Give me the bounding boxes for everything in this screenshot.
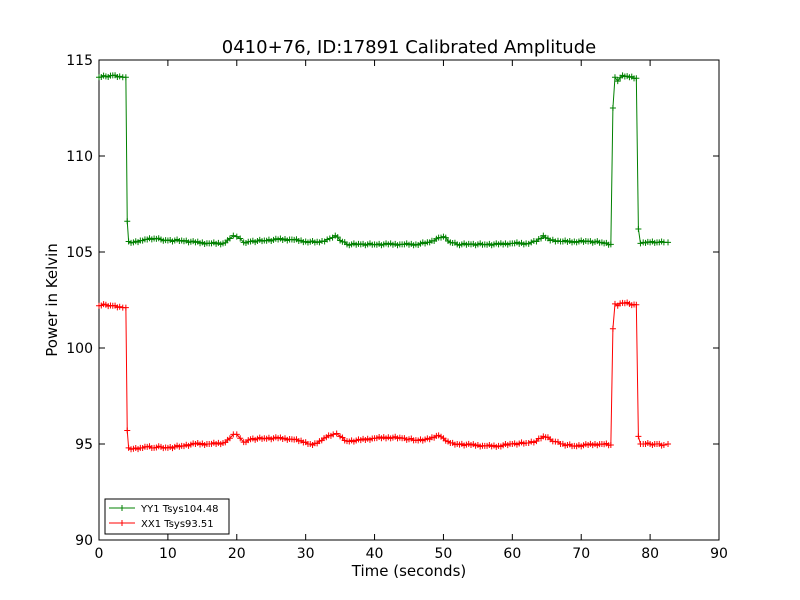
data-point-marker (530, 439, 537, 446)
series-1 (96, 72, 672, 249)
y-tick-label: 100 (66, 341, 93, 357)
data-point-marker (116, 73, 123, 80)
x-tick-label: 30 (297, 546, 315, 562)
data-point-marker (330, 431, 337, 438)
data-point-marker (226, 235, 233, 242)
x-axis: 0 10 20 30 40 50 60 70 80 90 (95, 60, 728, 562)
data-point-marker (660, 441, 667, 448)
x-tick-label: 0 (95, 546, 104, 562)
data-point-marker (339, 434, 346, 441)
data-point-marker (528, 438, 535, 445)
y-tick-label: 105 (66, 245, 93, 261)
legend: YY1 Tsys104.48 XX1 Tsys93.51 (104, 498, 230, 535)
x-axis-title: Time (seconds) (351, 562, 467, 580)
data-point-marker (116, 303, 123, 310)
data-point-marker (334, 234, 341, 241)
legend-marker (119, 505, 125, 511)
x-tick-label: 80 (641, 546, 659, 562)
data-point-marker (665, 239, 672, 246)
y-tick-label: 110 (66, 149, 93, 165)
x-tick-label: 50 (435, 546, 453, 562)
data-point-marker (665, 441, 672, 447)
x-tick-label: 70 (572, 546, 590, 562)
data-point-marker (607, 441, 614, 448)
data-point-marker (607, 241, 614, 248)
data-point-marker (324, 236, 331, 243)
data-point-marker (122, 304, 129, 311)
data-point-marker (525, 440, 532, 447)
data-point-marker (609, 105, 616, 111)
x-tick-label: 10 (159, 546, 177, 562)
data-point-marker (230, 232, 237, 239)
data-point-marker (226, 435, 233, 442)
data-point-marker (637, 240, 644, 247)
data-point-marker (316, 239, 323, 246)
y-tick-label: 95 (75, 437, 93, 453)
data-point-marker (528, 239, 535, 246)
data-point-marker (233, 431, 240, 438)
data-point-marker (614, 78, 621, 85)
data-point-marker (554, 237, 561, 244)
x-tick-label: 60 (503, 546, 521, 562)
data-point-marker (635, 225, 642, 232)
legend-label: YY1 Tsys104.48 (140, 504, 219, 515)
series-layer (96, 72, 672, 453)
data-point-marker (633, 75, 640, 82)
data-point-marker (333, 430, 340, 437)
data-point-marker (633, 301, 640, 308)
chart-title: 0410+76, ID:17891 Calibrated Amplitude (222, 37, 596, 58)
data-point-marker (525, 240, 532, 247)
legend-marker (119, 520, 125, 526)
data-point-marker (611, 74, 618, 81)
data-point-marker (552, 238, 559, 245)
data-point-marker (326, 235, 333, 242)
x-tick-label: 90 (710, 546, 728, 562)
x-tick-label: 20 (228, 546, 246, 562)
data-point-marker (124, 427, 131, 434)
y-tick-label: 90 (75, 533, 93, 549)
data-point-marker (237, 235, 244, 242)
y-axis: 90 95 100 105 110 115 (66, 53, 719, 549)
x-tick-label: 40 (366, 546, 384, 562)
data-point-marker (122, 74, 129, 81)
data-point-marker (124, 218, 131, 225)
data-point-marker (635, 433, 642, 440)
data-point-marker (442, 234, 449, 241)
data-point-marker (233, 233, 240, 240)
y-axis-title: Power in Kelvin (43, 243, 61, 357)
series-2 (96, 299, 672, 453)
data-point-marker (547, 237, 554, 244)
legend-box (104, 498, 230, 535)
y-tick-label: 115 (66, 53, 93, 69)
data-point-marker (609, 325, 616, 332)
legend-label: XX1 Tsys93.51 (141, 519, 214, 530)
data-point-marker (237, 435, 244, 442)
plot-area (98, 59, 720, 541)
